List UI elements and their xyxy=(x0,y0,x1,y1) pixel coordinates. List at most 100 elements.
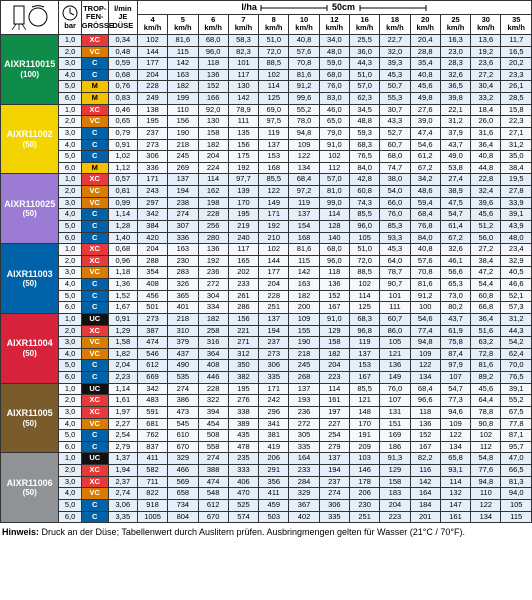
value-cell: 91,0 xyxy=(319,313,349,325)
value-cell: 35,0 xyxy=(501,151,532,163)
value-cell: 46,6 xyxy=(501,279,532,291)
value-cell: 388 xyxy=(198,465,228,477)
value-cell: 261 xyxy=(228,290,258,302)
value-cell: 67,2 xyxy=(410,162,440,174)
value-cell: 81,6 xyxy=(410,279,440,291)
value-cell: 110 xyxy=(471,488,501,500)
value-cell: 77,3 xyxy=(440,395,470,407)
value-cell: 103 xyxy=(349,453,379,465)
trop-cell: XC xyxy=(81,34,108,46)
lmin-cell: 0,68 xyxy=(108,69,137,81)
value-cell: 99,6 xyxy=(289,93,319,105)
value-cell: 69,0 xyxy=(259,104,289,116)
value-cell: 195 xyxy=(137,116,167,128)
value-cell: 59,3 xyxy=(349,127,379,139)
value-cell: 32,6 xyxy=(440,69,470,81)
value-cell: 83,0 xyxy=(319,93,349,105)
value-cell: 167 xyxy=(349,372,379,384)
lmin-cell: 0,91 xyxy=(108,139,137,151)
value-cell: 224 xyxy=(198,162,228,174)
value-cell: 47,0 xyxy=(501,453,532,465)
value-cell: 137 xyxy=(289,383,319,395)
value-cell: 272 xyxy=(289,418,319,430)
value-cell: 316 xyxy=(198,337,228,349)
value-cell: 223 xyxy=(380,511,410,523)
value-cell: 711 xyxy=(137,476,167,488)
value-cell: 139 xyxy=(228,186,258,198)
value-cell: 44,8 xyxy=(471,162,501,174)
value-cell: 109 xyxy=(289,313,319,325)
bar-cell: 3,0 xyxy=(59,127,81,139)
value-cell: 56,6 xyxy=(440,267,470,279)
clock-icon xyxy=(61,4,79,22)
value-cell: 101 xyxy=(228,58,258,70)
value-cell: 230 xyxy=(349,499,379,511)
value-cell: 61,9 xyxy=(440,325,470,337)
value-cell: 233 xyxy=(289,465,319,477)
value-cell: 121 xyxy=(380,348,410,360)
value-cell: 85,5 xyxy=(259,174,289,186)
value-cell: 97,7 xyxy=(228,174,258,186)
value-cell: 386 xyxy=(168,395,198,407)
value-cell: 136 xyxy=(198,244,228,256)
value-cell: 342 xyxy=(137,209,167,221)
value-cell: 105 xyxy=(349,232,379,244)
value-cell: 152 xyxy=(198,81,228,93)
trop-cell: VC xyxy=(81,116,108,128)
speed-header: 4km/h xyxy=(137,14,167,34)
lmin-cell: 1,61 xyxy=(108,395,137,407)
value-cell: 191 xyxy=(349,430,379,442)
value-cell: 156 xyxy=(228,139,258,151)
lmin-cell: 1,58 xyxy=(108,337,137,349)
value-cell: 67,5 xyxy=(501,406,532,418)
value-cell: 60,8 xyxy=(471,290,501,302)
bar-label: bar xyxy=(59,22,80,31)
trop-cell: C xyxy=(81,290,108,302)
value-cell: 503 xyxy=(259,511,289,523)
value-cell: 163 xyxy=(168,244,198,256)
value-cell: 55,3 xyxy=(380,93,410,105)
value-cell: 118 xyxy=(319,267,349,279)
lmin-cell: 0,79 xyxy=(108,127,137,139)
bar-cell: 2,0 xyxy=(59,255,81,267)
value-cell: 77,8 xyxy=(501,418,532,430)
value-cell: 23,3 xyxy=(501,69,532,81)
value-cell: 81,0 xyxy=(319,186,349,198)
value-cell: 402 xyxy=(289,511,319,523)
value-cell: 268 xyxy=(289,372,319,384)
value-cell: 137 xyxy=(289,209,319,221)
value-cell: 37,9 xyxy=(440,127,470,139)
value-cell: 329 xyxy=(168,453,198,465)
value-cell: 43,9 xyxy=(501,220,532,232)
trop-cell: C xyxy=(81,151,108,163)
value-cell: 27,6 xyxy=(410,104,440,116)
value-cell: 545 xyxy=(168,418,198,430)
value-cell: 136 xyxy=(319,279,349,291)
value-cell: 612 xyxy=(198,499,228,511)
bar-cell: 6,0 xyxy=(59,372,81,384)
value-cell: 31,2 xyxy=(501,139,532,151)
value-cell: 102 xyxy=(259,69,289,81)
value-cell: 68,0 xyxy=(198,34,228,46)
value-cell: 136 xyxy=(380,360,410,372)
value-cell: 155 xyxy=(289,325,319,337)
lmin-cell: 1,52 xyxy=(108,290,137,302)
value-cell: 142 xyxy=(168,58,198,70)
value-cell: 166 xyxy=(198,93,228,105)
value-cell: 279 xyxy=(319,441,349,453)
value-cell: 26,1 xyxy=(501,81,532,93)
value-cell: 27,8 xyxy=(501,186,532,198)
value-cell: 245 xyxy=(289,360,319,372)
value-cell: 273 xyxy=(137,139,167,151)
lmin-cell: 0,91 xyxy=(108,313,137,325)
lmin-cell: 1,14 xyxy=(108,209,137,221)
speed-header: 25km/h xyxy=(440,14,470,34)
value-cell: 82,2 xyxy=(410,453,440,465)
value-cell: 31,2 xyxy=(440,116,470,128)
value-cell: 91,0 xyxy=(319,139,349,151)
value-cell: 91,2 xyxy=(410,290,440,302)
value-cell: 51,0 xyxy=(259,34,289,46)
bar-cell: 1,0 xyxy=(59,174,81,186)
value-cell: 70,0 xyxy=(501,360,532,372)
bar-cell: 3,0 xyxy=(59,267,81,279)
